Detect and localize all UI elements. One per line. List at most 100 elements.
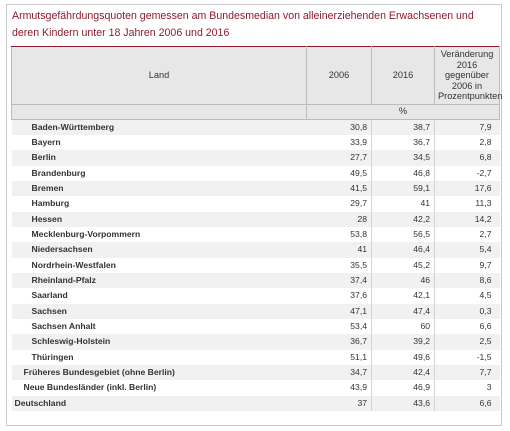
row-value-2016: 59,1 [371, 180, 435, 197]
row-value-2016: 56,5 [371, 226, 435, 243]
row-value-change: 3 [486, 382, 492, 393]
row-value-2006: 53,4 [306, 318, 372, 335]
table-row: Baden-Württemberg 30,8 38,7 7,9 [11, 119, 500, 135]
row-value-2006: 41,5 [306, 180, 372, 197]
poverty-rate-table: Land 2006 2016 Veränderung 2016 gegenübe… [11, 46, 502, 412]
row-value-2006: 41 [306, 242, 372, 258]
row-value-2006: 34,7 [306, 365, 372, 381]
row-name: Früheres Bundesgebiet (ohne Berlin) [11, 365, 307, 381]
table-row: Niedersachsen 41 46,4 5,4 [11, 242, 500, 258]
row-value-change: 6,8 [434, 150, 500, 166]
table-row: Berlin 27,7 34,5 6,8 [11, 150, 500, 166]
row-name: Sachsen [11, 303, 307, 319]
row-value-2006: 37 [306, 395, 372, 412]
row-value-2006: 47,1 [306, 303, 372, 319]
row-value-2016: 47,4 [371, 303, 435, 319]
table-row: Hessen 28 42,2 14,2 [11, 211, 500, 227]
table-row: Brandenburg 49,5 46,8 -2,7 [12, 165, 500, 181]
row-value-2006: 27,7 [306, 150, 372, 166]
row-value-2016: 34,5 [371, 150, 435, 166]
row-name: Bayern [31, 136, 61, 147]
row-value-2016: 42,1 [371, 288, 435, 304]
table-row: Mecklenburg-Vorpommern 53,8 56,5 2,7 [12, 226, 500, 243]
row-name: Hamburg [31, 198, 70, 209]
row-name: Mecklenburg-Vorpommern [31, 228, 141, 239]
row-value-change: 6,6 [434, 395, 500, 412]
table-row: Bremen 41,5 59,1 17,6 [11, 180, 500, 197]
row-value-change: 2,8 [479, 136, 492, 147]
row-value-change: 2,7 [479, 228, 492, 239]
row-value-change: -1,5 [476, 351, 492, 362]
row-value-2016: 43,6 [371, 395, 435, 412]
row-value-change: 9,7 [479, 259, 492, 270]
row-value-2006: 53,8 [306, 226, 372, 243]
row-value-2016: 46,8 [371, 165, 435, 181]
row-value-2016: 45,2 [371, 257, 435, 273]
row-name: Niedersachsen [11, 242, 307, 258]
table-row: Nordrhein-Westfalen 35,5 45,2 9,7 [12, 257, 500, 273]
row-value-change: 17,6 [434, 180, 500, 197]
row-name: Thüringen [31, 351, 74, 362]
row-value-2016: 38,7 [371, 119, 435, 135]
row-name: Rheinland-Pfalz [11, 272, 307, 289]
column-header-change: Veränderung 2016 gegenüber 2006 in Proze… [434, 46, 502, 105]
column-header-land: Land [11, 46, 307, 105]
row-value-2016: 60 [371, 318, 435, 335]
row-value-2006: 29,7 [306, 196, 372, 212]
row-value-2006: 49,5 [306, 165, 372, 181]
row-name: Hessen [11, 211, 307, 227]
row-value-change: 4,5 [479, 290, 492, 301]
row-value-change: 7,9 [434, 119, 500, 135]
row-value-2016: 41 [371, 196, 435, 212]
row-value-change: -2,7 [476, 167, 492, 178]
table-row: Deutschland 37 43,6 6,6 [11, 395, 500, 412]
row-name: Sachsen Anhalt [31, 320, 96, 331]
row-value-change: 5,4 [434, 242, 500, 258]
unit-spacer [11, 103, 307, 120]
table-row: Schleswig-Holstein 36,7 39,2 2,5 [11, 334, 500, 350]
row-name: Saarland [31, 290, 68, 301]
row-name: Neue Bundesländer (inkl. Berlin) [23, 382, 157, 393]
table-row: Sachsen Anhalt 53,4 60 6,6 [12, 318, 500, 335]
column-header-2006: 2006 [306, 46, 372, 105]
row-value-2006: 33,9 [306, 134, 372, 151]
row-value-2006: 37,4 [306, 272, 372, 289]
table-row: Neue Bundesländer (inkl. Berlin) 43,9 46,9… [12, 380, 500, 396]
row-value-2016: 42,2 [371, 211, 435, 227]
row-value-change: 7,7 [434, 365, 500, 381]
row-value-change: 0,3 [434, 303, 500, 319]
row-value-2006: 35,5 [306, 257, 372, 273]
row-name: Bremen [11, 180, 307, 197]
table-row: Früheres Bundesgebiet (ohne Berlin) 34,7 4… [11, 365, 500, 381]
unit-row: % [11, 103, 500, 120]
row-value-change: 2,5 [434, 334, 500, 350]
row-value-change: 11,3 [475, 198, 492, 209]
row-value-2016: 36,7 [371, 134, 435, 151]
table-row: Hamburg 29,7 41 11,3 [12, 196, 500, 212]
row-name: Baden-Württemberg [11, 119, 307, 135]
row-value-2006: 51,1 [306, 349, 372, 365]
row-value-2016: 46,4 [371, 242, 435, 258]
row-value-2016: 46,9 [371, 380, 435, 396]
row-name: Schleswig-Holstein [11, 334, 307, 350]
row-value-2006: 43,9 [306, 380, 372, 396]
row-value-2016: 49,6 [371, 349, 435, 365]
row-name: Berlin [11, 150, 307, 166]
row-value-2016: 46 [371, 272, 435, 289]
row-value-change: 14,2 [434, 211, 500, 227]
table-title: Armutsgefährdungsquoten gemessen am Bund… [12, 10, 474, 39]
row-value-change: 6,6 [479, 320, 492, 331]
column-header-2016: 2016 [371, 46, 435, 105]
row-value-2006: 37,6 [306, 288, 372, 304]
table-row: Bayern 33,9 36,7 2,8 [12, 134, 500, 151]
row-value-2016: 39,2 [371, 334, 435, 350]
unit-label: % [306, 103, 500, 120]
row-value-2006: 30,8 [306, 119, 372, 135]
row-value-2016: 42,4 [371, 365, 435, 381]
row-name: Deutschland [11, 395, 307, 412]
row-value-2006: 36,7 [306, 334, 372, 350]
header-row: Land 2006 2016 Veränderung 2016 gegenübe… [11, 46, 502, 105]
table-row: Saarland 37,6 42,1 4,5 [12, 288, 500, 304]
table-row: Rheinland-Pfalz 37,4 46 8,6 [11, 272, 500, 289]
row-value-2006: 28 [306, 211, 372, 227]
